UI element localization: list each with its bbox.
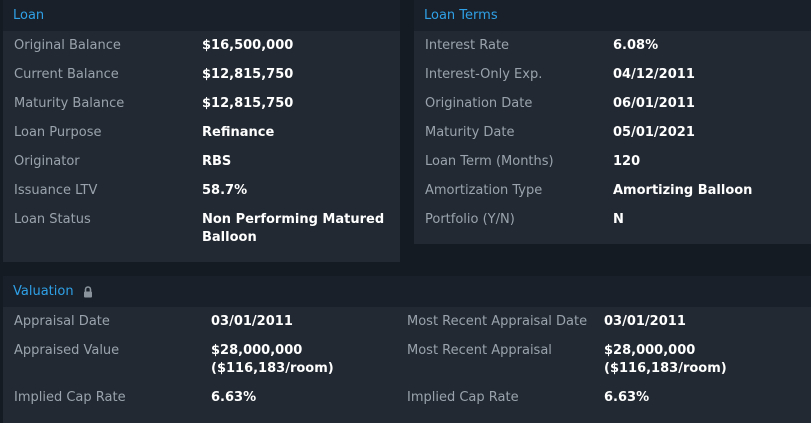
field-value: 6.63% <box>604 390 650 405</box>
field-label: Implied Cap Rate <box>407 390 519 405</box>
field-label: Loan Term (Months) <box>425 154 554 169</box>
field-label: Implied Cap Rate <box>14 390 126 405</box>
field-label: Interest Rate <box>425 38 510 53</box>
field-label: Maturity Balance <box>14 96 125 111</box>
valuation-panel-header: Valuation <box>3 276 811 307</box>
field-label: Maturity Date <box>425 125 515 140</box>
field-label: Most Recent Appraisal Date <box>407 314 588 329</box>
field-label: Loan Purpose <box>14 125 102 140</box>
loan-panel-header: Loan <box>3 0 400 31</box>
loan-panel: Loan Original Balance $16,500,000 Curren… <box>3 0 400 262</box>
field-label: Originator <box>14 154 80 169</box>
valuation-panel-title: Valuation <box>13 284 74 299</box>
field-value-continued: ($116,183/room) <box>211 361 334 376</box>
loan-terms-panel-title: Loan Terms <box>424 8 498 23</box>
field-label: Origination Date <box>425 96 533 111</box>
loan-terms-panel: Loan Terms Interest Rate 6.08% Interest-… <box>414 0 811 244</box>
field-value: $16,500,000 <box>202 38 294 53</box>
field-value: 06/01/2011 <box>613 96 695 111</box>
field-value: Non Performing Matured <box>202 212 385 227</box>
field-value-continued: ($116,183/room) <box>604 361 727 376</box>
field-value: $12,815,750 <box>202 67 294 82</box>
field-label: Original Balance <box>14 38 121 53</box>
field-value: N <box>613 212 624 227</box>
field-label: Amortization Type <box>425 183 543 198</box>
field-label: Appraised Value <box>14 343 120 358</box>
field-label: Appraisal Date <box>14 314 110 329</box>
field-value: 6.08% <box>613 38 659 53</box>
field-value: 120 <box>613 154 641 169</box>
valuation-panel: Valuation Appraisal Date 03/01/2011 Appr… <box>3 276 811 423</box>
field-value: 05/01/2021 <box>613 125 695 140</box>
field-label: Portfolio (Y/N) <box>425 212 515 227</box>
loan-terms-panel-header: Loan Terms <box>414 0 811 31</box>
loan-panel-title: Loan <box>13 8 45 23</box>
field-label: Loan Status <box>14 212 91 227</box>
field-value: 04/12/2011 <box>613 67 695 82</box>
field-label: Current Balance <box>14 67 119 82</box>
field-value: Refinance <box>202 125 275 140</box>
field-value: 6.63% <box>211 390 257 405</box>
field-value: 03/01/2011 <box>211 314 293 329</box>
field-value: 03/01/2011 <box>604 314 686 329</box>
field-label: Issuance LTV <box>14 183 98 198</box>
field-value-continued: Balloon <box>202 230 257 245</box>
field-value: Amortizing Balloon <box>613 183 753 198</box>
lock-icon <box>83 285 93 298</box>
field-label: Most Recent Appraisal <box>407 343 552 358</box>
field-value: 58.7% <box>202 183 248 198</box>
field-value: $28,000,000 <box>604 343 696 358</box>
field-value: $28,000,000 <box>211 343 303 358</box>
field-value: RBS <box>202 154 232 169</box>
field-value: $12,815,750 <box>202 96 294 111</box>
field-label: Interest-Only Exp. <box>425 67 543 82</box>
